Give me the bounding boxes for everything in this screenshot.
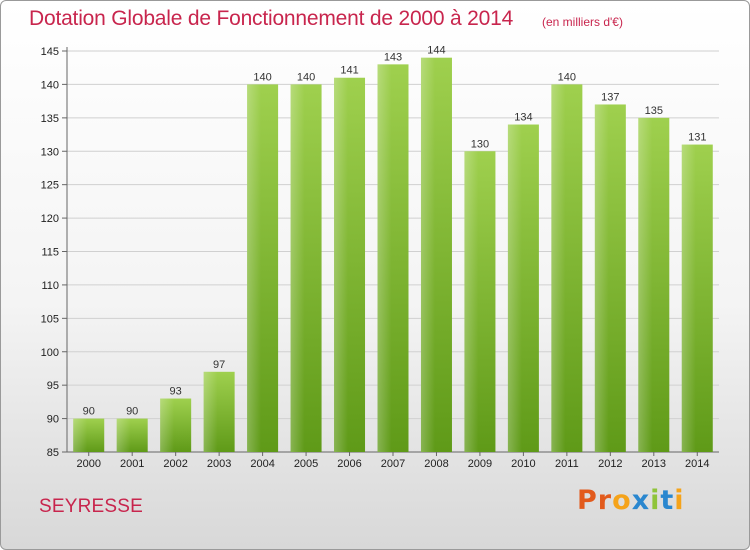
bar-highlight	[73, 418, 105, 452]
bar-value-label: 140	[558, 71, 576, 83]
bar-highlight	[116, 418, 148, 452]
bar-value-label: 141	[340, 65, 358, 77]
logo-letter: i	[650, 485, 661, 516]
x-tick-label: 2004	[250, 458, 274, 470]
logo-letter: r	[597, 485, 613, 516]
logo-letter: x	[631, 485, 651, 516]
logo-letter: o	[612, 485, 632, 516]
bar-highlight	[681, 144, 713, 453]
bar-highlight	[247, 84, 279, 453]
y-tick-label: 95	[47, 380, 59, 392]
bar-highlight	[377, 64, 409, 452]
bar-value-label: 131	[688, 132, 706, 144]
y-tick-label: 135	[41, 113, 59, 125]
y-tick-label: 100	[41, 347, 59, 359]
x-tick-label: 2007	[381, 458, 405, 470]
labels: 85 90 95 100 105 110 115 120 125 130 135 140 145 90 20…	[41, 45, 710, 470]
y-tick-label: 115	[41, 247, 59, 259]
bar-value-label: 97	[213, 359, 225, 371]
x-tick-label: 2013	[642, 458, 666, 470]
bar-value-label: 144	[427, 45, 445, 57]
x-tick-label: 2001	[120, 458, 144, 470]
chart-unit: (en milliers d'€)	[542, 15, 623, 29]
y-tick-label: 105	[41, 313, 59, 325]
x-tick-label: 2005	[294, 458, 318, 470]
x-tick-label: 2000	[76, 458, 100, 470]
bar-value-label: 93	[170, 386, 182, 398]
y-tick-label: 120	[41, 213, 59, 225]
bar-value-label: 90	[83, 406, 95, 418]
x-tick-label: 2011	[555, 458, 579, 470]
bar-highlight	[160, 398, 192, 452]
bar-value-label: 130	[471, 138, 489, 150]
x-tick-label: 2014	[685, 458, 709, 470]
bar-value-label: 135	[645, 105, 663, 117]
x-tick-label: 2010	[511, 458, 535, 470]
y-tick-label: 140	[41, 79, 59, 91]
bar-highlight	[334, 77, 366, 452]
logo-letter: t	[660, 485, 675, 516]
y-tick-label: 125	[41, 180, 59, 192]
place-name: SEYRESSE	[39, 496, 144, 517]
bar-highlight	[638, 117, 670, 452]
bars	[73, 57, 713, 453]
x-tick-label: 2003	[207, 458, 231, 470]
bar-highlight	[464, 151, 496, 452]
x-tick-label: 2002	[163, 458, 187, 470]
bar-value-label: 140	[253, 71, 271, 83]
logo-letter: P	[577, 485, 598, 516]
bar-highlight	[594, 104, 626, 452]
y-tick-label: 130	[41, 146, 59, 158]
chart-title: Dotation Globale de Fonctionnement de 20…	[29, 7, 514, 30]
bar-highlight	[420, 57, 452, 452]
bar-value-label: 90	[126, 406, 138, 418]
x-tick-label: 2006	[337, 458, 361, 470]
y-tick-label: 145	[41, 46, 59, 58]
proxiti-logo: Proxiti	[577, 485, 685, 516]
bar-highlight	[551, 84, 583, 453]
y-tick-label: 85	[47, 447, 59, 459]
bar-value-label: 140	[297, 71, 315, 83]
bar-value-label: 134	[514, 112, 532, 124]
y-tick-label: 110	[41, 280, 59, 292]
logo-letter: i	[674, 485, 685, 516]
x-tick-label: 2012	[598, 458, 622, 470]
y-tick-label: 90	[47, 414, 59, 426]
bar-highlight	[203, 371, 235, 452]
bar-highlight	[507, 124, 539, 453]
bar-value-label: 137	[601, 91, 619, 103]
x-tick-label: 2009	[468, 458, 492, 470]
x-tick-label: 2008	[424, 458, 448, 470]
bar-highlight	[290, 84, 322, 453]
bar-value-label: 143	[384, 51, 402, 63]
